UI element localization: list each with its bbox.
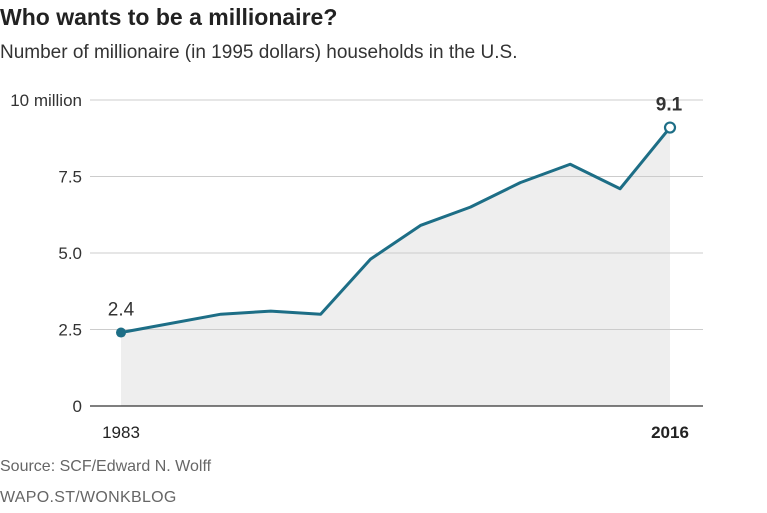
start-point bbox=[116, 327, 126, 338]
data-label-2016: 9.1 bbox=[656, 95, 683, 116]
y-tick-label-4: 10 million bbox=[10, 91, 82, 110]
y-tick-label-1: 2.5 bbox=[58, 321, 82, 340]
chart-subtitle: Number of millionaire (in 1995 dollars) … bbox=[0, 42, 518, 63]
end-point bbox=[663, 121, 677, 134]
credit-note: WAPO.ST/WONKBLOG bbox=[0, 489, 177, 506]
series-line bbox=[119, 126, 672, 335]
y-tick-label-2: 5.0 bbox=[58, 244, 82, 263]
y-tick-label-0: 0 bbox=[73, 397, 82, 416]
chart-title: Who wants to be a millionaire? bbox=[0, 4, 338, 30]
area-fill bbox=[121, 127, 670, 406]
source-note: Source: SCF/Edward N. Wolff bbox=[0, 458, 212, 475]
y-tick-label-3: 7.5 bbox=[58, 168, 82, 187]
data-label-1983: 2.4 bbox=[108, 300, 135, 321]
x-tick-label-2016: 2016 bbox=[651, 423, 689, 442]
x-tick-label-1983: 1983 bbox=[102, 423, 140, 442]
